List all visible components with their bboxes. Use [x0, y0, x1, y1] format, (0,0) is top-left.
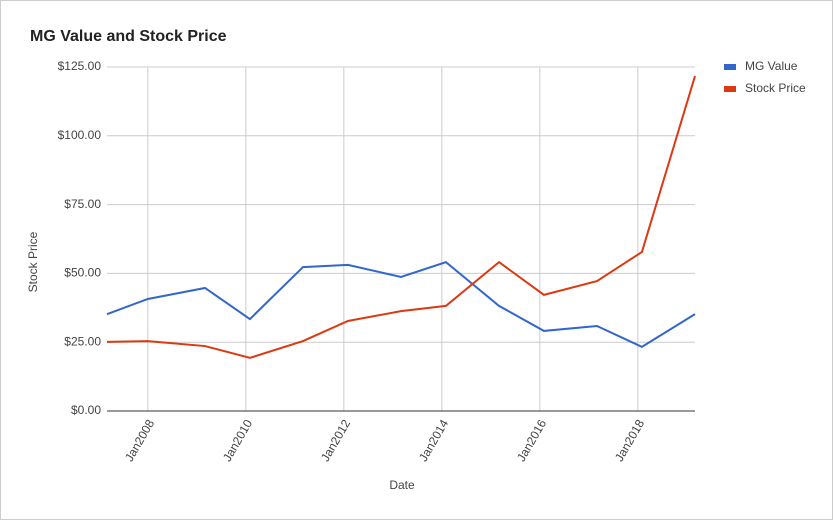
legend-label: MG Value — [745, 59, 798, 73]
y-tick-label: $100.00 — [58, 128, 102, 142]
legend-swatch — [724, 86, 736, 92]
y-tick-label: $0.00 — [71, 403, 101, 417]
legend-label: Stock Price — [745, 81, 806, 95]
series-line — [106, 260, 696, 349]
y-axis-title: Stock Price — [26, 231, 40, 292]
y-tick-label: $25.00 — [64, 334, 101, 348]
y-tick-label: $50.00 — [64, 266, 101, 280]
y-tick-label: $75.00 — [64, 197, 101, 211]
legend-swatch — [724, 64, 736, 70]
chart-title: MG Value and Stock Price — [30, 28, 227, 45]
x-axis-title: Date — [389, 478, 415, 492]
y-tick-label: $125.00 — [58, 59, 102, 73]
series-line — [106, 75, 696, 359]
